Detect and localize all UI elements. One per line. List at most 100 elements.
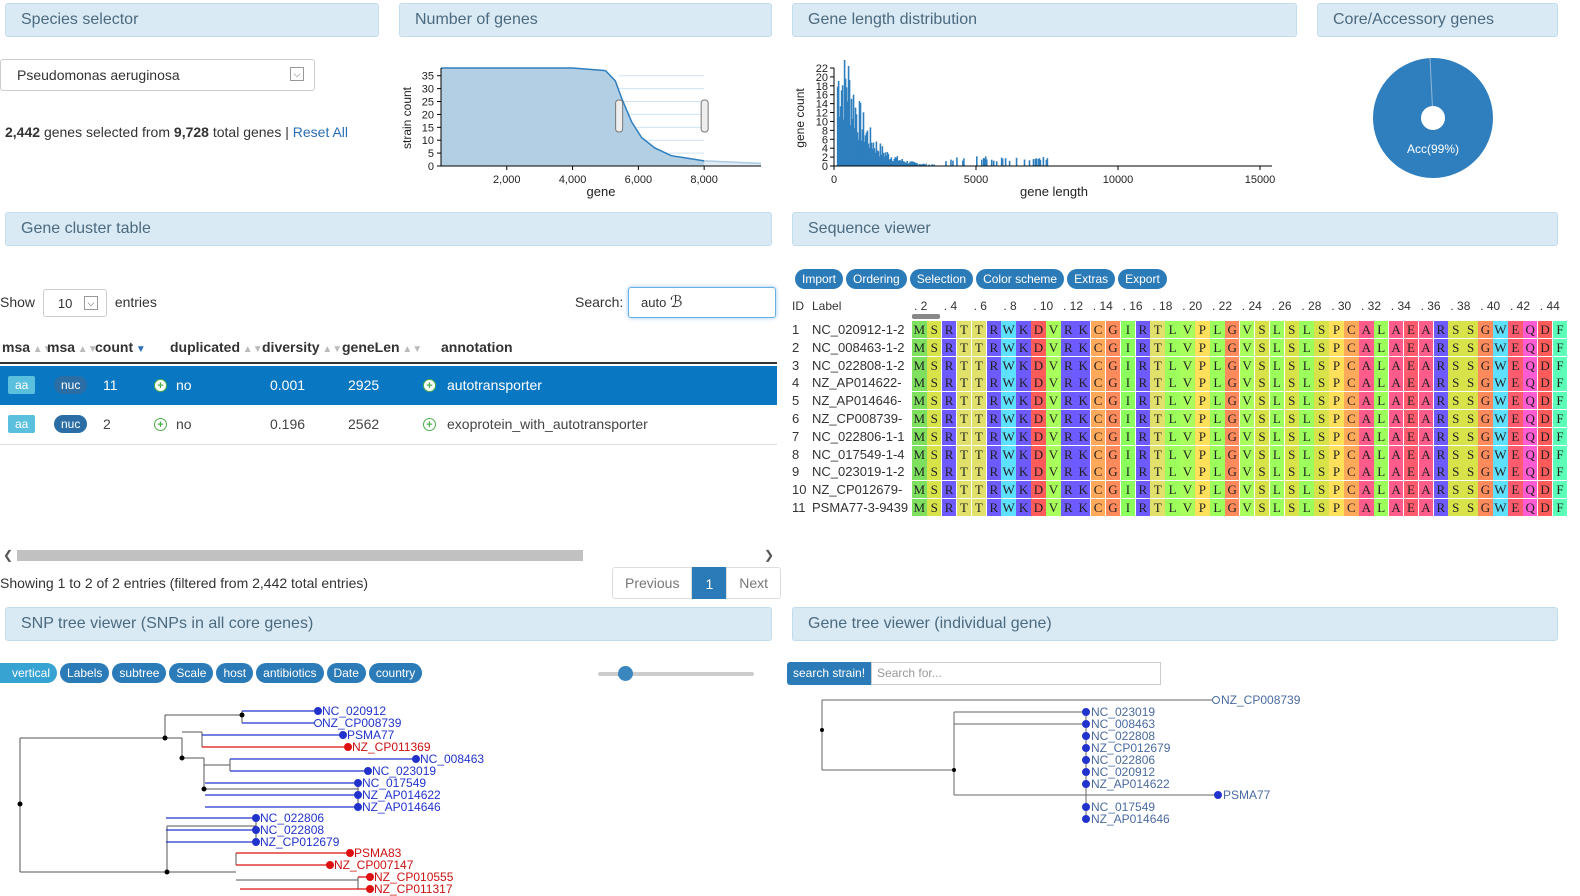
host-button[interactable]: host [216,663,254,683]
residue-cell[interactable]: A [1388,481,1404,499]
residue-cell[interactable]: A [1359,338,1374,356]
residue-cell[interactable]: G [1224,410,1240,427]
residue-cell[interactable]: V [1180,499,1195,516]
search-strain-button[interactable]: search strain! [787,662,872,685]
residue-cell[interactable]: C [1090,445,1106,463]
residue-cell[interactable]: D [1537,410,1553,427]
residue-cell[interactable]: R [1433,445,1449,463]
residue-cell[interactable]: S [1284,463,1300,481]
residue-cell[interactable]: G [1105,481,1121,499]
residue-cell[interactable]: D [1031,338,1046,356]
residue-cell[interactable]: S [1314,374,1329,392]
residue-cell[interactable]: L [1373,374,1389,392]
residue-cell[interactable]: R [1061,481,1076,499]
residue-cell[interactable]: A [1418,427,1434,445]
residue-cell[interactable]: R [986,338,1002,356]
residue-cell[interactable]: G [1478,374,1493,392]
residue-cell[interactable]: R [1135,374,1151,392]
residue-cell[interactable]: M [912,338,927,356]
residue-cell[interactable]: Q [1522,410,1538,427]
residue-cell[interactable]: S [1254,374,1270,392]
residue-cell[interactable]: D [1537,374,1553,392]
residue-cell[interactable]: G [1478,481,1493,499]
residue-cell[interactable]: C [1344,356,1359,374]
residue-cell[interactable]: F [1552,392,1568,410]
antibiotics-button[interactable]: antibiotics [256,663,324,683]
residue-cell[interactable]: E [1508,427,1523,445]
residue-cell[interactable]: R [1061,338,1076,356]
residue-cell[interactable]: I [1120,463,1136,481]
residue-cell[interactable]: I [1120,392,1136,410]
residue-cell[interactable]: C [1090,410,1106,427]
residue-cell[interactable]: A [1388,499,1404,516]
residue-cell[interactable]: K [1075,374,1091,392]
seq-row-label[interactable]: NC_020912-1-2 [812,322,905,337]
residue-cell[interactable]: S [1463,321,1478,338]
residue-cell[interactable]: T [1150,338,1165,356]
table-search-input[interactable]: auto ℬ [628,287,776,318]
residue-cell[interactable]: F [1552,481,1568,499]
residue-cell[interactable]: L [1210,445,1225,463]
residue-cell[interactable]: S [1314,321,1329,338]
seq-row-label[interactable]: NZ_AP014622- [812,375,902,391]
residue-cell[interactable]: S [1254,445,1270,463]
residue-cell[interactable]: A [1418,410,1434,427]
residue-cell[interactable]: L [1165,481,1180,499]
residue-cell[interactable]: W [1493,499,1508,516]
residue-cell[interactable]: L [1299,499,1314,516]
residue-cell[interactable]: E [1508,410,1523,427]
residue-cell[interactable]: W [1493,410,1508,427]
residue-cell[interactable]: T [1150,321,1165,338]
residue-cell[interactable]: L [1210,392,1225,410]
residue-cell[interactable]: S [926,481,942,499]
residue-cell[interactable]: I [1120,321,1136,338]
col-diversity[interactable]: diversity ▲▼ [262,339,343,355]
residue-cell[interactable]: M [912,427,927,445]
residue-cell[interactable]: W [1493,481,1508,499]
residue-cell[interactable]: P [1329,321,1344,338]
col-genelen[interactable]: geneLen ▲▼ [342,339,423,355]
residue-cell[interactable]: C [1090,338,1106,356]
residue-cell[interactable]: L [1210,374,1225,392]
residue-cell[interactable]: R [1135,463,1151,481]
residue-cell[interactable]: L [1269,356,1285,374]
residue-cell[interactable]: W [1001,463,1016,481]
residue-cell[interactable]: V [1180,356,1195,374]
residue-cell[interactable]: E [1403,338,1419,356]
residue-cell[interactable]: S [1448,338,1463,356]
residue-cell[interactable]: I [1120,499,1136,516]
residue-cell[interactable]: S [1448,481,1463,499]
residue-cell[interactable]: Q [1522,321,1538,338]
residue-cell[interactable]: R [1135,356,1151,374]
residue-cell[interactable]: R [986,374,1002,392]
residue-cell[interactable]: T [1150,392,1165,410]
residue-cell[interactable]: L [1210,463,1225,481]
residue-cell[interactable]: Q [1522,356,1538,374]
residue-cell[interactable]: R [1135,481,1151,499]
export-button[interactable]: Export [1118,269,1167,289]
residue-cell[interactable]: R [941,499,957,516]
tree-zoom-slider[interactable] [598,666,754,681]
residue-cell[interactable]: A [1359,356,1374,374]
residue-cell[interactable]: L [1210,410,1225,427]
residue-cell[interactable]: E [1403,445,1419,463]
residue-cell[interactable]: A [1418,445,1434,463]
residue-cell[interactable]: S [1314,410,1329,427]
residue-cell[interactable]: P [1329,445,1344,463]
residue-cell[interactable]: D [1031,427,1046,445]
residue-cell[interactable]: S [926,499,942,516]
residue-cell[interactable]: M [912,392,927,410]
residue-cell[interactable]: R [986,445,1002,463]
residue-cell[interactable]: L [1269,427,1285,445]
residue-cell[interactable]: K [1075,321,1091,338]
residue-cell[interactable]: A [1388,392,1404,410]
residue-cell[interactable]: S [1314,427,1329,445]
residue-cell[interactable]: V [1239,392,1255,410]
residue-cell[interactable]: I [1120,410,1136,427]
residue-cell[interactable]: C [1090,356,1106,374]
residue-cell[interactable]: V [1046,392,1061,410]
scroll-thumb[interactable] [17,550,583,561]
residue-cell[interactable]: R [986,321,1002,338]
residue-cell[interactable]: T [956,410,972,427]
residue-cell[interactable]: S [1284,499,1300,516]
